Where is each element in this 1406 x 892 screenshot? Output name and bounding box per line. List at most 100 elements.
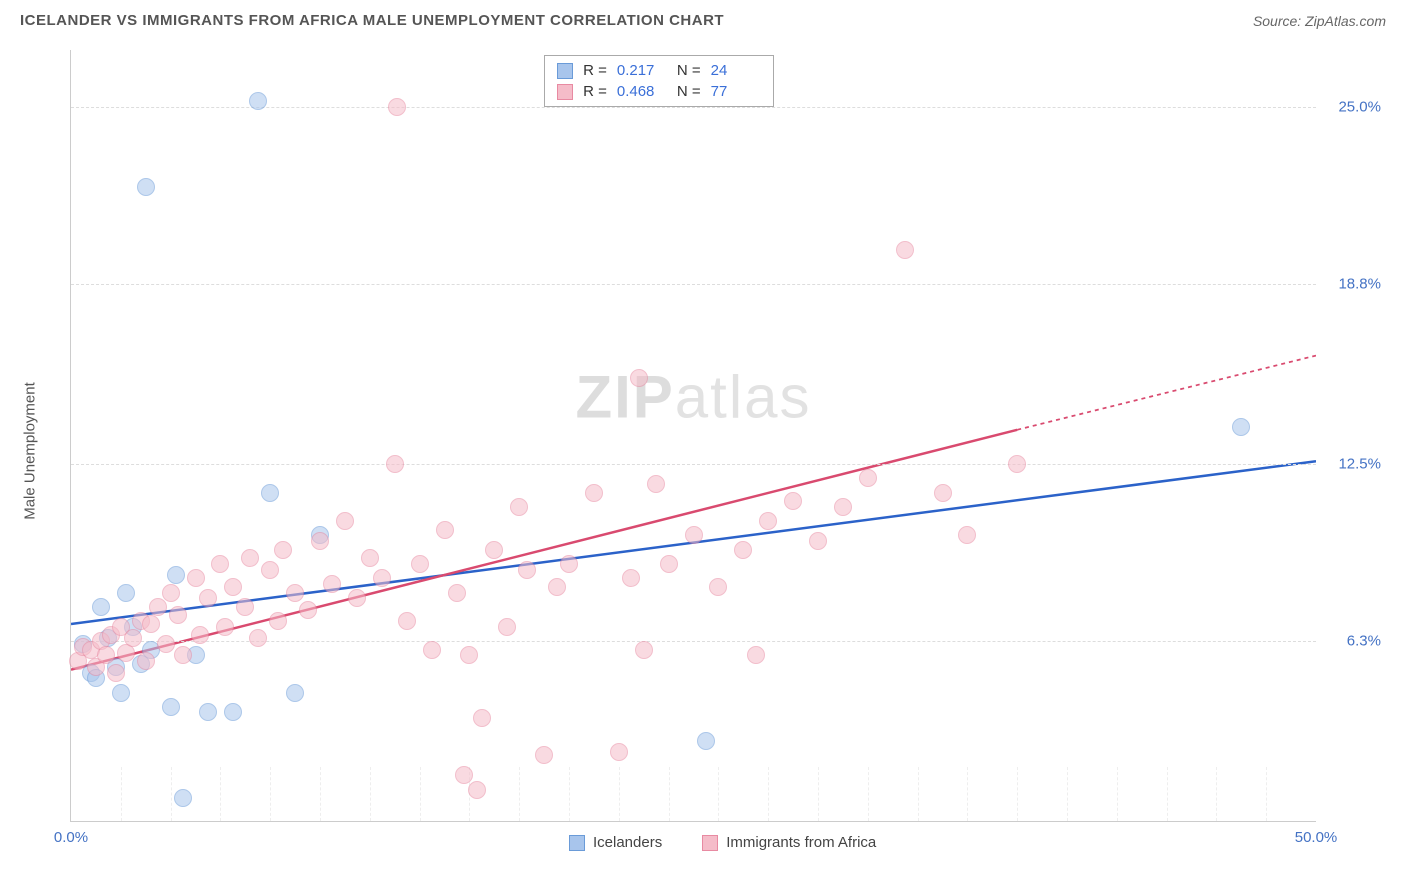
stat-n-label: N = (677, 62, 701, 79)
x-gridline (370, 767, 371, 821)
scatter-point (124, 629, 142, 647)
trend-lines-layer (71, 50, 1316, 821)
scatter-point (107, 664, 125, 682)
watermark-light: atlas (675, 363, 812, 430)
stat-n-value: 77 (711, 83, 761, 100)
scatter-point (274, 541, 292, 559)
x-gridline (918, 767, 919, 821)
scatter-point (117, 584, 135, 602)
x-gridline (519, 767, 520, 821)
scatter-point (162, 584, 180, 602)
stat-r-value: 0.468 (617, 83, 667, 100)
trend-line (71, 430, 1017, 670)
scatter-point (224, 578, 242, 596)
x-gridline (569, 767, 570, 821)
legend-swatch (702, 835, 718, 851)
scatter-point (548, 578, 566, 596)
watermark: ZIPatlas (575, 362, 811, 431)
scatter-point (299, 601, 317, 619)
x-gridline (1117, 767, 1118, 821)
scatter-point (460, 646, 478, 664)
scatter-point (510, 498, 528, 516)
scatter-point (373, 569, 391, 587)
legend-swatch (569, 835, 585, 851)
scatter-point (323, 575, 341, 593)
scatter-point (896, 241, 914, 259)
series-swatch (557, 63, 573, 79)
scatter-point (448, 584, 466, 602)
chart-title: ICELANDER VS IMMIGRANTS FROM AFRICA MALE… (20, 12, 724, 29)
scatter-point (249, 629, 267, 647)
scatter-point (468, 781, 486, 799)
scatter-point (142, 615, 160, 633)
x-tick-label: 50.0% (1295, 829, 1338, 846)
scatter-point (747, 646, 765, 664)
scatter-point (174, 646, 192, 664)
scatter-point (137, 652, 155, 670)
scatter-point (261, 484, 279, 502)
scatter-point (436, 521, 454, 539)
scatter-point (92, 598, 110, 616)
x-gridline (1216, 767, 1217, 821)
x-gridline (121, 767, 122, 821)
scatter-point (149, 598, 167, 616)
scatter-point (386, 455, 404, 473)
scatter-point (388, 98, 406, 116)
x-gridline (171, 767, 172, 821)
x-gridline (1067, 767, 1068, 821)
scatter-point (473, 709, 491, 727)
scatter-point (709, 578, 727, 596)
scatter-point (361, 549, 379, 567)
scatter-point (112, 684, 130, 702)
scatter-point (398, 612, 416, 630)
scatter-point (498, 618, 516, 636)
scatter-point (157, 635, 175, 653)
legend-item: Immigrants from Africa (702, 834, 876, 851)
scatter-point (216, 618, 234, 636)
scatter-point (169, 606, 187, 624)
scatter-point (137, 178, 155, 196)
stat-r-value: 0.217 (617, 62, 667, 79)
scatter-point (167, 566, 185, 584)
scatter-point (269, 612, 287, 630)
scatter-point (958, 526, 976, 544)
scatter-point (635, 641, 653, 659)
legend-label: Icelanders (593, 834, 662, 851)
scatter-point (411, 555, 429, 573)
x-gridline (818, 767, 819, 821)
x-gridline (967, 767, 968, 821)
scatter-point (241, 549, 259, 567)
scatter-point (249, 92, 267, 110)
scatter-point (211, 555, 229, 573)
scatter-point (311, 532, 329, 550)
legend-item: Icelanders (569, 834, 662, 851)
y-axis-label: Male Unemployment (22, 382, 39, 520)
scatter-point (809, 532, 827, 550)
scatter-point (784, 492, 802, 510)
series-swatch (557, 84, 573, 100)
x-gridline (718, 767, 719, 821)
scatter-point (97, 646, 115, 664)
scatter-point (162, 698, 180, 716)
scatter-point (286, 684, 304, 702)
scatter-point (423, 641, 441, 659)
source-attribution: Source: ZipAtlas.com (1253, 13, 1386, 29)
scatter-point (660, 555, 678, 573)
stat-n-value: 24 (711, 62, 761, 79)
watermark-bold: ZIP (575, 363, 674, 430)
x-gridline (669, 767, 670, 821)
bottom-legend: Icelanders Immigrants from Africa (569, 834, 876, 851)
scatter-point (187, 569, 205, 587)
scatter-point (1008, 455, 1026, 473)
scatter-point (174, 789, 192, 807)
scatter-point (199, 589, 217, 607)
scatter-point (697, 732, 715, 750)
x-gridline (768, 767, 769, 821)
y-tick-label: 12.5% (1338, 456, 1381, 473)
scatter-point (734, 541, 752, 559)
scatter-point (485, 541, 503, 559)
y-tick-label: 25.0% (1338, 99, 1381, 116)
trend-line-extrapolated (1017, 356, 1316, 430)
scatter-point (348, 589, 366, 607)
scatter-point (759, 512, 777, 530)
